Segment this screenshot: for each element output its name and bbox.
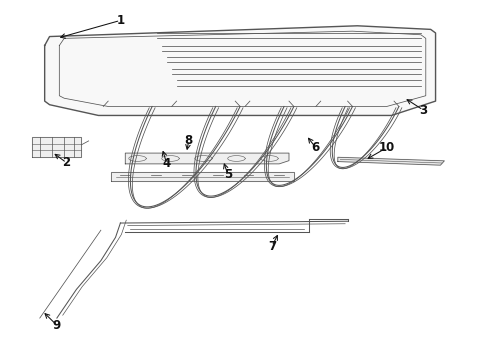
Text: 8: 8	[185, 134, 193, 147]
Text: 4: 4	[163, 157, 171, 170]
Text: 7: 7	[268, 240, 276, 253]
Text: 10: 10	[379, 141, 395, 154]
Text: 2: 2	[63, 156, 71, 169]
Text: 1: 1	[116, 14, 124, 27]
Text: 9: 9	[53, 319, 61, 332]
Polygon shape	[125, 153, 289, 164]
Text: 6: 6	[312, 141, 320, 154]
Polygon shape	[111, 172, 294, 181]
Polygon shape	[45, 26, 436, 116]
Text: 5: 5	[224, 168, 232, 181]
Text: 3: 3	[419, 104, 427, 117]
Polygon shape	[338, 157, 444, 165]
Polygon shape	[32, 137, 81, 157]
